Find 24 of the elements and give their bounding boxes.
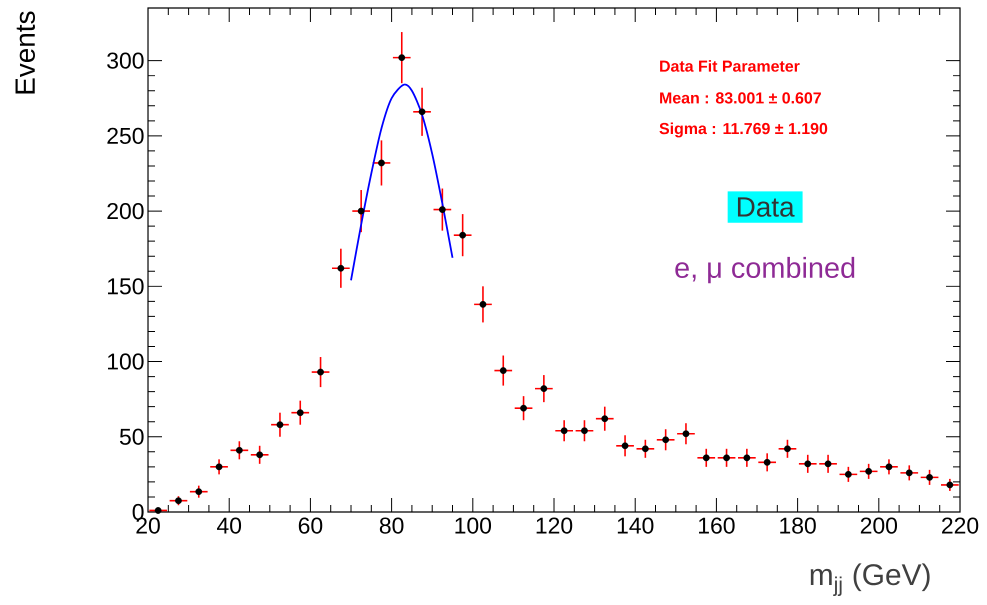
x-tick-label: 100 [455,518,492,534]
annotation: Data [738,197,795,217]
y-tick-label: 50 [120,428,144,445]
x-tick-label: 160 [699,518,735,534]
annotation: e, μ combined [675,256,854,284]
y-tick-label: 250 [107,128,144,144]
annotation: Data Fit Parameter [660,60,800,72]
x-tick-label: 140 [618,518,654,534]
y-tick-label: 150 [108,278,144,294]
x-tick-label: 220 [942,518,978,534]
y-axis-title: Events [16,12,35,94]
x-tick-label: 40 [216,518,242,534]
x-tick-label: 120 [536,518,572,534]
x-axis-title: m$_{jj}$ (GeV) [810,563,930,596]
x-tick-label: 200 [860,518,898,534]
x-tick-label: 180 [780,518,816,534]
y-tick-label: 200 [107,202,144,220]
annotation: Sigma : 11.769 ± 1.190 [659,122,828,138]
y-tick-label: 100 [108,353,144,370]
x-tick-label: 80 [380,518,404,534]
y-tick-label: 300 [107,52,144,69]
annotation: Mean : 83.001 ± 0.607 [660,92,821,104]
x-tick-label: 60 [298,518,322,534]
x-tick-label: 20 [136,518,160,534]
